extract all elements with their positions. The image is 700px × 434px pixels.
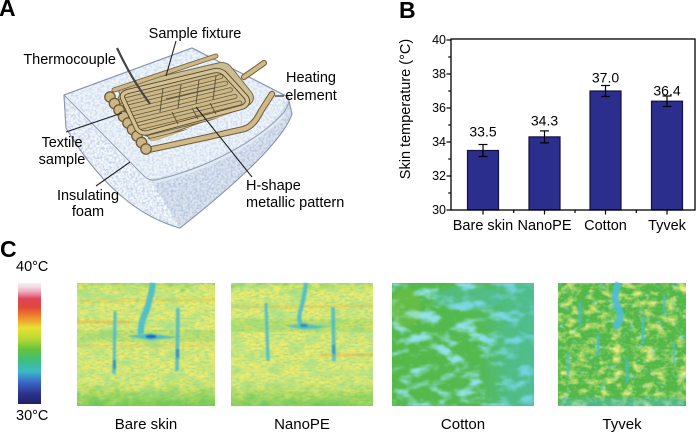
svg-text:Thermocouple: Thermocouple: [23, 52, 116, 68]
svg-text:NanoPE: NanoPE: [274, 416, 330, 433]
svg-text:33.5: 33.5: [469, 124, 496, 140]
svg-text:Tyvek: Tyvek: [648, 218, 687, 234]
svg-text:metallic pattern: metallic pattern: [246, 195, 344, 211]
svg-text:Sample fixture: Sample fixture: [149, 26, 242, 42]
svg-text:30: 30: [432, 203, 446, 217]
svg-text:Bare skin: Bare skin: [115, 416, 178, 433]
svg-text:Heating: Heating: [286, 70, 336, 86]
svg-text:40: 40: [432, 33, 446, 47]
svg-text:Cotton: Cotton: [584, 218, 627, 234]
svg-text:Tyvek: Tyvek: [602, 416, 642, 433]
svg-text:32: 32: [432, 169, 446, 183]
svg-text:Textile: Textile: [41, 135, 82, 151]
svg-text:37.0: 37.0: [592, 70, 619, 86]
svg-text:Insulating: Insulating: [57, 188, 119, 204]
svg-text:30°C: 30°C: [16, 408, 48, 424]
svg-text:foam: foam: [72, 204, 104, 220]
svg-text:sample: sample: [39, 152, 86, 168]
svg-text:Cotton: Cotton: [441, 416, 485, 433]
svg-text:H-shape: H-shape: [246, 178, 301, 194]
svg-text:34.3: 34.3: [531, 113, 558, 129]
svg-text:38: 38: [432, 67, 446, 81]
svg-text:40°C: 40°C: [16, 259, 48, 275]
svg-text:36.4: 36.4: [653, 83, 680, 99]
svg-text:Skin temperature (°C): Skin temperature (°C): [398, 39, 414, 179]
svg-text:Bare skin: Bare skin: [453, 218, 513, 234]
svg-text:36: 36: [432, 101, 446, 115]
svg-text:element: element: [285, 88, 337, 104]
svg-text:34: 34: [432, 135, 446, 149]
svg-text:NanoPE: NanoPE: [517, 218, 571, 234]
